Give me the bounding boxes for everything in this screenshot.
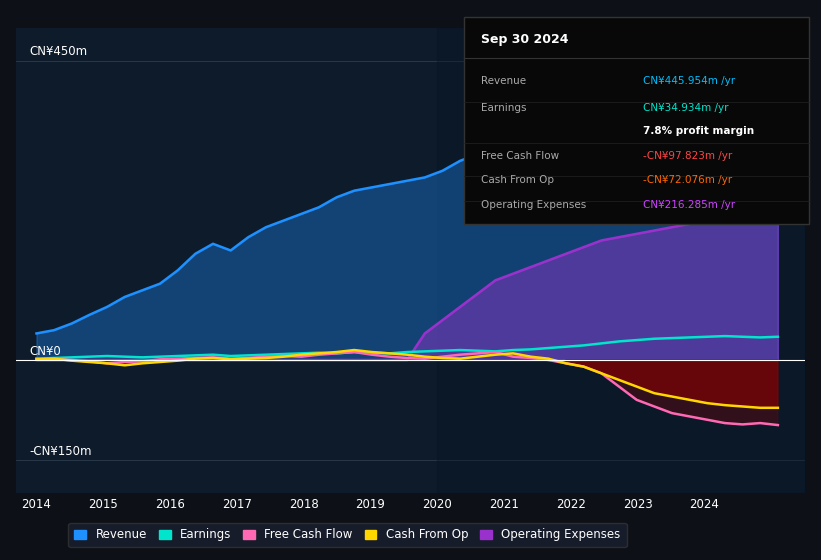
Text: 7.8% profit margin: 7.8% profit margin [643, 126, 754, 136]
Text: Cash From Op: Cash From Op [481, 175, 554, 185]
Text: Operating Expenses: Operating Expenses [481, 200, 586, 211]
Text: CN¥450m: CN¥450m [30, 45, 88, 58]
Text: -CN¥150m: -CN¥150m [30, 445, 92, 458]
Text: CN¥445.954m /yr: CN¥445.954m /yr [643, 76, 736, 86]
Text: Free Cash Flow: Free Cash Flow [481, 151, 559, 161]
Text: CN¥216.285m /yr: CN¥216.285m /yr [643, 200, 736, 211]
Text: Sep 30 2024: Sep 30 2024 [481, 34, 569, 46]
Text: -CN¥97.823m /yr: -CN¥97.823m /yr [643, 151, 732, 161]
Text: -CN¥72.076m /yr: -CN¥72.076m /yr [643, 175, 732, 185]
Bar [438, 28, 805, 493]
Text: CN¥34.934m /yr: CN¥34.934m /yr [643, 103, 729, 113]
Text: Earnings: Earnings [481, 103, 526, 113]
Text: CN¥0: CN¥0 [30, 345, 62, 358]
FancyBboxPatch shape [464, 17, 809, 224]
Legend: Revenue, Earnings, Free Cash Flow, Cash From Op, Operating Expenses: Revenue, Earnings, Free Cash Flow, Cash … [68, 522, 626, 547]
Text: Revenue: Revenue [481, 76, 526, 86]
